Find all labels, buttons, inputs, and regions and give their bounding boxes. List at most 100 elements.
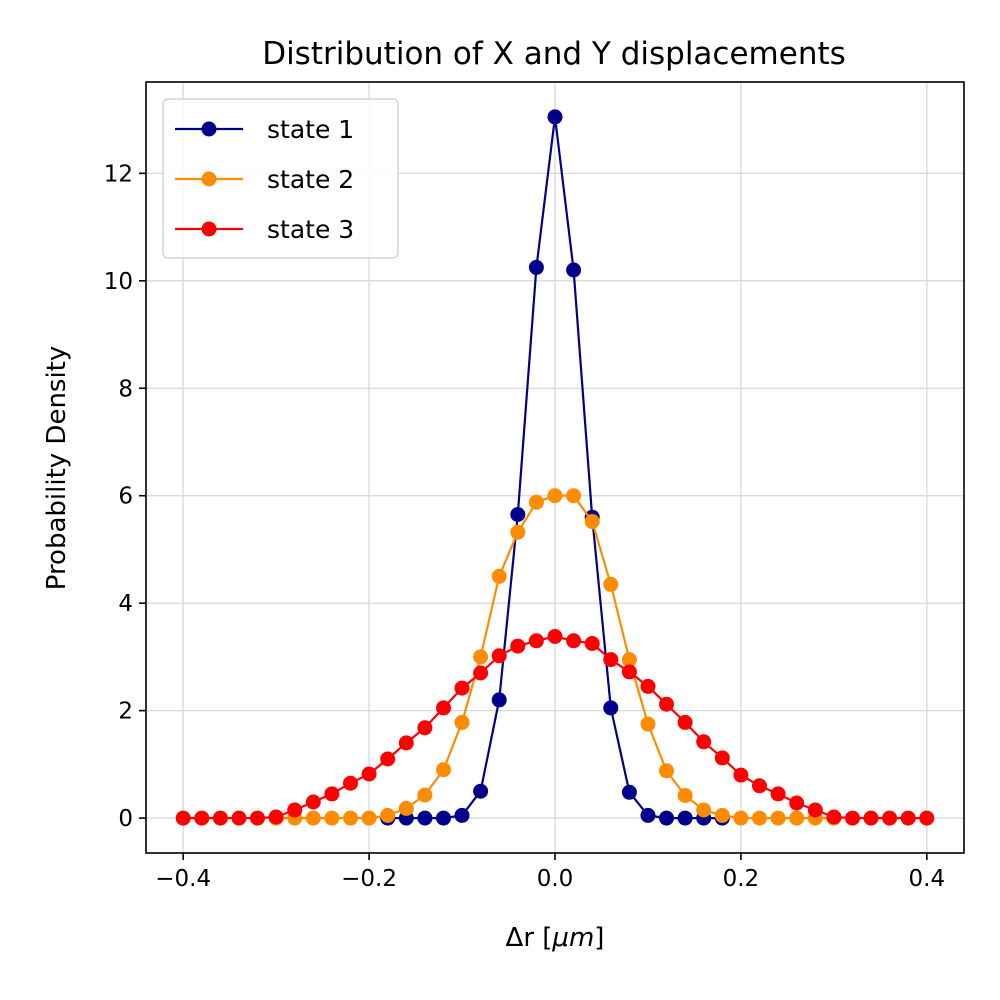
data-point [770,810,786,826]
axes: −0.4 −0.2 0.0 0.2 0.4 0 2 4 6 8 10 12 [104,161,945,892]
data-point [640,678,656,694]
data-point [677,788,693,803]
data-point [714,750,730,766]
data-point [473,783,489,799]
legend-entry: state 1 [175,115,354,144]
y-axis-label: Probability Density [42,346,72,591]
x-tick-label: 0.0 [537,866,574,892]
data-point [603,576,619,592]
y-tick-label: 2 [118,699,133,725]
plot-series [175,109,935,826]
data-point [659,810,674,826]
data-point [380,751,396,767]
data-point [436,700,451,716]
data-point [380,807,396,823]
data-point [528,494,544,510]
data-point [677,810,693,826]
data-point [733,767,749,783]
data-point [789,795,805,811]
data-point [863,810,879,826]
data-point [361,810,377,826]
data-point [398,800,414,816]
data-point [510,524,526,540]
data-point [603,652,619,668]
data-point [807,802,823,818]
data-point [547,109,563,125]
data-point [510,638,526,654]
data-point [696,734,712,750]
data-point [454,714,470,730]
data-point [566,633,582,649]
data-point [436,810,451,826]
x-axis-label: Δr [μm] [506,923,605,953]
x-tick-label: 0.2 [723,866,760,892]
data-point [826,809,842,825]
data-point [547,488,563,504]
data-point [491,648,507,664]
data-point [250,810,265,826]
legend-label: state 3 [267,215,354,244]
data-point [175,810,191,826]
data-point [659,763,674,779]
plot-frame [145,81,965,854]
data-point [417,720,433,736]
data-point [231,810,247,826]
data-point [417,787,433,803]
data-point [324,810,340,826]
data-point [752,810,767,826]
data-point [566,262,582,278]
data-point [343,775,358,791]
legend-label: state 1 [267,115,354,144]
legend-marker [201,171,217,187]
data-point [212,810,228,826]
legend-entry: state 2 [175,165,354,194]
legend: state 1 state 2 state 3 [162,98,399,259]
data-point [194,810,210,826]
data-point [510,507,526,522]
data-point [417,810,433,826]
chart-title: Distribution of X and Y displacements [262,36,846,72]
y-tick-label: 8 [118,376,133,402]
data-point [733,810,749,826]
series-3 [175,629,935,826]
data-point [640,716,656,732]
data-point [566,488,582,504]
data-point [659,696,674,712]
data-point [436,762,451,778]
data-point [584,514,600,529]
data-point [305,810,321,826]
data-point [603,700,619,716]
x-tick-label: −0.2 [341,866,397,892]
data-point [473,649,489,665]
data-point [677,714,693,730]
data-point [900,810,916,826]
data-point [528,633,544,649]
data-point [919,810,935,826]
legend-marker [201,221,217,237]
y-tick-label: 0 [118,806,133,832]
data-point [714,807,730,823]
legend-marker [201,121,217,137]
legend-entry: state 3 [175,215,354,244]
data-point [547,629,563,644]
x-tick-label: −0.4 [155,866,211,892]
data-point [268,809,284,825]
data-point [640,807,656,823]
y-tick-label: 12 [104,161,133,187]
data-point [789,810,805,826]
data-point [882,810,898,826]
data-point [287,802,303,818]
data-point [361,766,377,782]
data-point [770,786,786,802]
data-point [584,636,600,651]
data-point [491,568,507,584]
data-point [528,259,544,275]
data-point [752,778,767,794]
legend-label: state 2 [267,165,354,194]
data-point [473,665,489,681]
data-point [621,664,637,680]
y-tick-label: 6 [118,484,133,510]
data-point [343,810,358,826]
data-point [454,680,470,696]
data-point [324,786,340,802]
